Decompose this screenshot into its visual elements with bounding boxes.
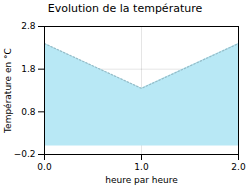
svg-text:heure par heure: heure par heure: [105, 175, 178, 185]
svg-text:1.8: 1.8: [21, 64, 36, 74]
svg-text:1.0: 1.0: [134, 162, 149, 172]
html-text:Evolution de la température: Evolution de la température: [47, 2, 203, 15]
svg-text:−0.2: −0.2: [14, 149, 36, 159]
svg-text:0.8: 0.8: [21, 107, 36, 117]
svg-text:Température en °C: Température en °C: [3, 48, 13, 134]
svg-text:0.0: 0.0: [37, 162, 52, 172]
svg-text:2.0: 2.0: [231, 162, 246, 172]
svg-text:2.8: 2.8: [21, 21, 36, 31]
